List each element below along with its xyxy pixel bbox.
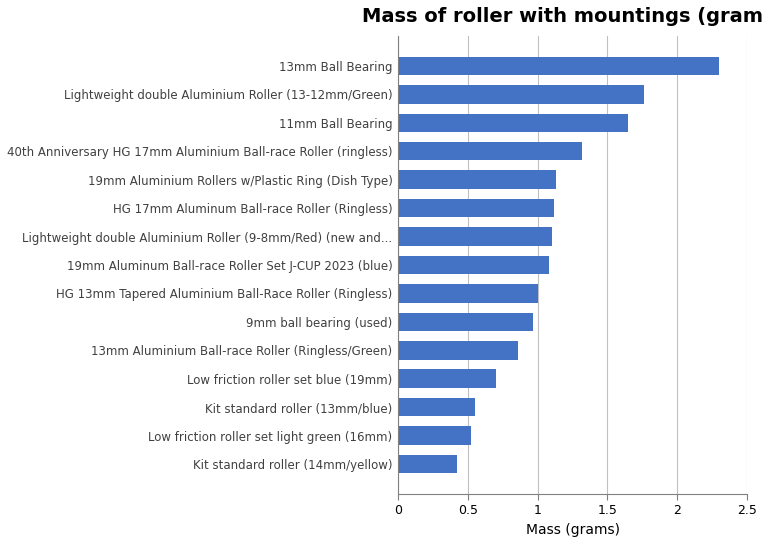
Bar (398, 85, 644, 103)
Bar (398, 170, 555, 189)
X-axis label: Mass (grams): Mass (grams) (526, 523, 620, 537)
Bar (398, 199, 555, 217)
Title: Mass of roller with mountings (grams): Mass of roller with mountings (grams) (362, 7, 764, 26)
Bar (398, 398, 474, 416)
Bar (398, 57, 719, 75)
Bar (398, 227, 552, 246)
Bar (398, 256, 549, 274)
Bar (398, 114, 629, 132)
Bar (398, 313, 533, 331)
Bar (398, 284, 538, 302)
Bar (398, 341, 518, 360)
Bar (398, 142, 582, 160)
Bar (398, 455, 457, 473)
Bar (398, 426, 471, 445)
Bar (398, 369, 496, 388)
